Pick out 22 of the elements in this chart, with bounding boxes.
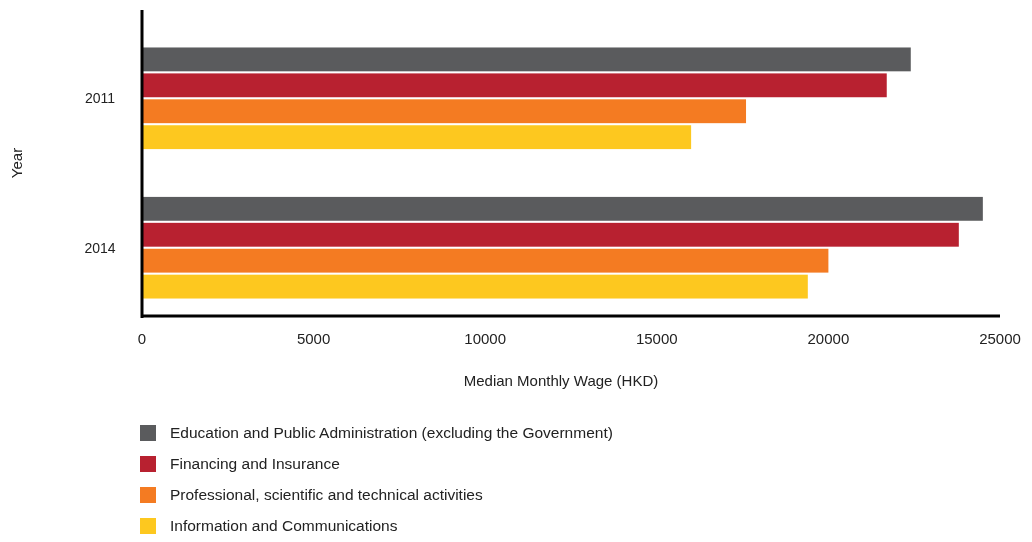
legend-label: Education and Public Administration (excluding the Government): [170, 424, 613, 441]
legend-label: Information and Communications: [170, 517, 398, 534]
y-axis-title: Year: [8, 147, 25, 179]
y-tick-label: 2014: [84, 239, 116, 256]
bar: [142, 73, 887, 98]
y-tick-label: 2011: [84, 90, 116, 107]
x-tick-label: 5000: [296, 330, 331, 347]
bar: [142, 99, 747, 124]
bar: [142, 274, 808, 299]
bar: [142, 47, 911, 72]
x-tick-label: 25000: [979, 330, 1021, 347]
x-tick-label: 20000: [807, 330, 850, 347]
legend-label: Professional, scientific and technical activities: [170, 486, 483, 503]
x-tick-label: 10000: [464, 330, 507, 347]
bar: [142, 196, 983, 221]
bar: [142, 222, 959, 247]
bar: [142, 248, 829, 273]
x-tick-label: 15000: [635, 330, 678, 347]
bar: [142, 125, 692, 150]
x-axis-title: Median Monthly Wage (HKD): [463, 372, 659, 389]
x-tick-label: 0: [137, 330, 147, 347]
legend-label: Financing and Insurance: [170, 455, 340, 472]
